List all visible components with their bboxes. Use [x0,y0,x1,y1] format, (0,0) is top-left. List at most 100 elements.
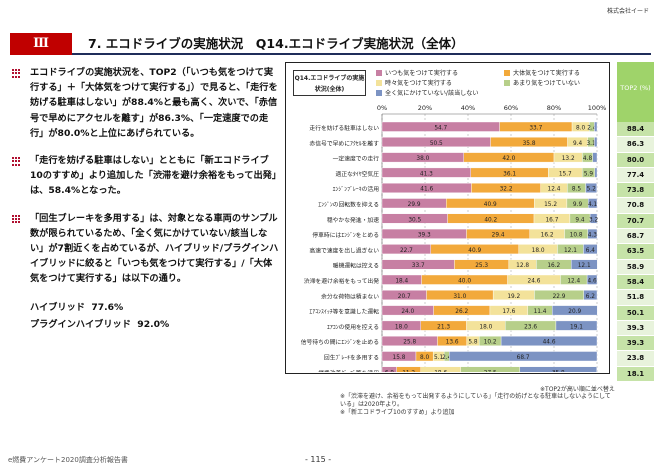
data-label: 9.9 [573,202,583,208]
footnote: ※「新エコドライブ10のすすめ」より追加 [340,409,455,417]
data-label: 18.0 [532,248,545,254]
data-label: 32.2 [500,187,513,193]
report-name: e燃費アンケート2020調査分析報告書 [8,456,128,464]
bar-segment [594,167,598,178]
hybrid-label: プラグインハイブリッド [30,318,131,330]
top2-value: 63.5 [617,244,654,259]
data-label: 8.0 [420,355,430,361]
data-label: 19.2 [507,294,520,300]
grid-bullet-icon [12,214,21,224]
x-tick-label: 80% [547,104,561,112]
page-number: - 115 - [305,455,332,464]
category-label: 停車時にはｴﾝｼﾞﾝをとめる [312,231,379,239]
company-name: 株式会社イード [606,8,649,15]
data-label: 3.2 [589,217,599,223]
category-label: 信号待ちの間にｴﾝｼﾞﾝを止める [301,338,379,346]
data-label: 10.8 [570,233,583,239]
sort-note: ※TOP2が高い順に並べ替え [540,386,615,393]
top2-value: 70.7 [617,213,654,229]
data-label: 18.4 [395,279,408,285]
chart-box-title: Q14.エコドライブの実施状況(全体) [293,70,366,96]
data-label: 11.4 [534,309,547,315]
paragraph-text: 「走行を妨げる駐車はしない」とともに「新エコドライブ10のすすめ」より追加した「… [30,155,277,197]
data-label: 6.2 [586,294,596,300]
category-label: ｴﾝｼﾞﾝﾌﾞﾚｰｷの活用 [333,185,380,193]
data-label: 4.6 [587,279,597,285]
legend-label: いつも気をつけて実行する [385,70,459,77]
bar-segment [555,320,598,331]
bar-segment [587,228,598,239]
hybrid-value: 77.6% [91,301,124,313]
data-label: 9.4 [575,217,585,223]
category-label: 余分な荷物は積まない [321,292,379,300]
data-label: 20.9 [568,309,581,315]
data-label: 16.2 [541,233,554,239]
data-label: 3.1 [586,141,596,147]
data-label: 15.7 [559,171,572,177]
data-label: 16.2 [547,263,560,269]
data-label: 11.2 [402,370,415,372]
section-number: Ⅲ [10,33,72,55]
data-label: 5.2 [587,187,597,193]
legend-label: 全く気にかけていない/該当しない [385,90,479,97]
data-label: 18.0 [395,324,408,330]
data-label: 12.1 [564,248,577,254]
data-label: 35.8 [523,141,536,147]
category-label: 高速で速度を出し過ぎない [309,246,379,254]
bar-segment [571,259,598,270]
top2-value: 68.7 [617,229,654,244]
data-label: 35.8 [552,370,565,372]
data-label: 12.4 [567,279,580,285]
stacked-bar-chart: 0% 20% 40% 60% 80% 100% 走行を妨げる駐車はしない 54.7 33.7 8.… [301,104,606,372]
data-label: 22.9 [553,294,566,300]
data-label: 41.6 [420,187,433,193]
top2-column: 88.4 86.3 80.0 77.4 73.8 70.8 70.7 68.7 63.5 58.9… [617,122,654,382]
commentary-paragraph: 「走行を妨げる駐車はしない」とともに「新エコドライブ10のすすめ」より追加した「… [10,153,280,199]
data-label: 30.5 [408,217,421,223]
bar-segment [519,366,597,372]
bar-segment [592,152,598,163]
data-label: 6.8 [385,370,395,372]
legend-item: いつも気をつけて実行する [376,68,458,77]
header-rule [72,53,651,55]
data-label: 4.8 [583,156,593,162]
data-label: 25.3 [475,263,488,269]
data-label: 22.7 [400,248,413,254]
legend-item: 大体気をつけて実行する [504,68,580,77]
data-label: 29.9 [408,202,421,208]
top2-value: 23.8 [617,351,654,366]
legend-item: 全く気にかけていない/該当しない [376,88,478,97]
data-label: 2.4 [587,126,597,132]
data-label: 10.2 [484,340,497,346]
data-label: 26.2 [455,309,468,315]
page-header: Ⅲ 7. エコドライブの実施状況 Q14.エコドライブ実施状況（全体） [10,33,651,55]
footnotes: ※「渋滞を避け、余裕をもって出発するようにしている」「走行の妨げとなる駐車はしな… [340,393,615,418]
bar-segment [589,213,598,224]
category-label: 燃費改善ｸﾞｯｽﾞ等を活用 [318,369,379,372]
legend-swatch [504,69,510,76]
data-label: 4.3 [588,233,598,239]
bar-segment [500,335,598,346]
page-title: 7. エコドライブの実施状況 Q14.エコドライブ実施状況（全体） [88,36,464,51]
data-label: 18.0 [479,324,492,330]
hybrid-row: プラグインハイブリッド 92.0% [30,316,280,333]
bar-segment [594,137,598,147]
data-label: 5.9 [584,171,594,177]
data-label: 13.2 [562,156,575,162]
data-label: 15.8 [393,355,406,361]
x-tick-label: 60% [504,104,518,112]
data-label: 8.0 [576,126,586,132]
top2-value: 80.0 [617,152,654,167]
data-label: 33.7 [412,263,425,269]
top2-header: TOP2 (%) [617,62,654,122]
data-label: 12.8 [516,263,529,269]
data-label: 23.6 [524,324,537,330]
data-label: 40.9 [468,248,481,254]
hybrid-label: ハイブリッド [30,301,85,313]
legend-swatch [504,79,510,86]
category-label: 回生ﾌﾞﾚｰｷを多用する [324,354,379,362]
category-label: 走行を妨げる駐車はしない [309,124,379,132]
top2-value: 39.3 [617,336,654,351]
bar-segment [585,182,597,193]
x-tick-label: 20% [418,104,432,112]
